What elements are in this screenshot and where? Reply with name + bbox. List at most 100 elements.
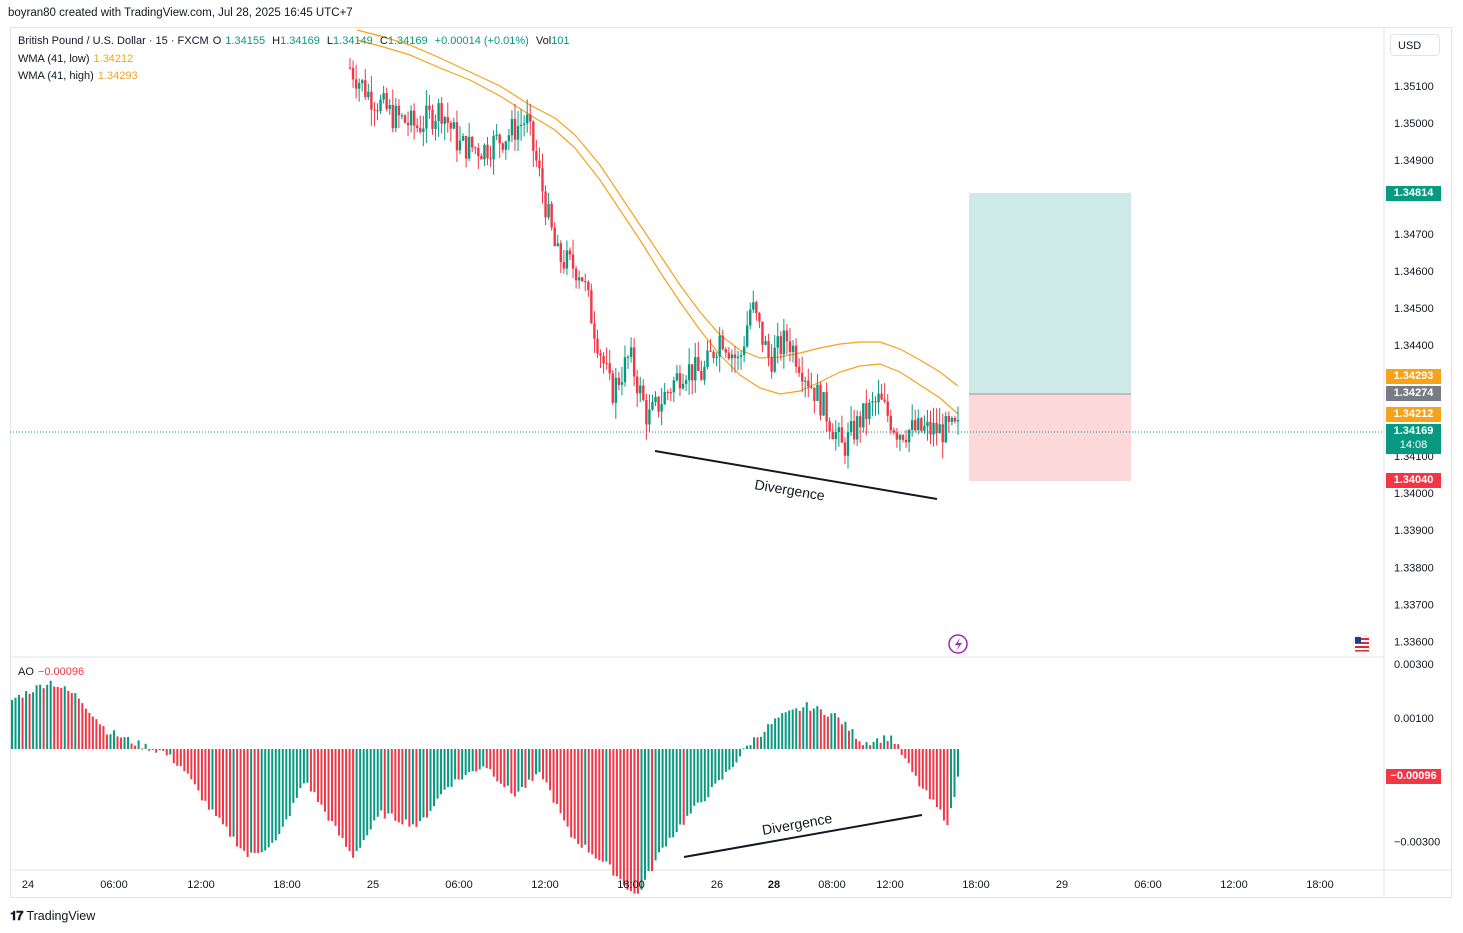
ao-bar xyxy=(295,749,298,799)
wma-low-legend[interactable]: WMA (41, low) 1.34212 xyxy=(18,53,134,65)
candle-body xyxy=(813,387,816,401)
target-zone xyxy=(969,193,1131,394)
candle-body xyxy=(571,254,575,269)
ao-bar xyxy=(879,742,882,749)
ao-bar xyxy=(134,745,137,749)
ao-bar xyxy=(658,749,661,853)
ao-bar xyxy=(25,691,28,749)
candle-body xyxy=(849,420,853,433)
candle-body xyxy=(504,141,508,150)
candle-body xyxy=(397,105,401,116)
candle-body xyxy=(944,415,947,443)
ao-bar xyxy=(345,749,348,847)
candle-body xyxy=(761,321,764,345)
candle-body xyxy=(550,203,553,228)
us-flag-event-icon[interactable] xyxy=(1352,634,1372,654)
ao-bar xyxy=(640,749,643,890)
ao-bar xyxy=(67,690,70,749)
ao-bar xyxy=(28,693,31,749)
ao-bar xyxy=(622,749,625,886)
ao-bar xyxy=(485,749,488,769)
time-tick-label: 12:00 xyxy=(187,879,215,891)
candle-body xyxy=(409,110,413,126)
ao-bar xyxy=(703,749,706,802)
ao-bar xyxy=(397,749,400,823)
candle-body xyxy=(559,243,563,263)
candle-body xyxy=(917,418,920,431)
candle-body xyxy=(721,335,724,350)
candle-body xyxy=(516,126,520,140)
price-tick-label: 1.33900 xyxy=(1394,525,1434,537)
candle-body xyxy=(678,373,682,389)
ao-bar xyxy=(844,721,847,749)
ao-bar xyxy=(373,749,376,821)
candle-body xyxy=(773,347,776,372)
ao-bar xyxy=(362,749,365,841)
ao-bar xyxy=(770,724,773,749)
ao-current-tag: −0.00096 xyxy=(1386,769,1441,784)
ao-bar xyxy=(260,749,263,853)
candle-body xyxy=(394,105,398,129)
candle-body xyxy=(446,117,449,123)
candle-body xyxy=(904,439,908,443)
candle-body xyxy=(782,330,786,355)
candle-body xyxy=(840,427,844,443)
symbol-title[interactable]: British Pound / U.S. Dollar · 15 · FXCM xyxy=(18,35,209,47)
ao-bar xyxy=(91,716,94,749)
ao-bar xyxy=(127,736,130,749)
ao-bar xyxy=(390,749,393,814)
ao-bar xyxy=(506,749,509,786)
ao-bar xyxy=(137,740,140,749)
high-value: 1.34169 xyxy=(280,35,320,47)
candle-body xyxy=(553,227,556,247)
ao-bar xyxy=(686,749,689,816)
price-tick-label: 1.34400 xyxy=(1394,340,1434,352)
ao-bar xyxy=(271,749,274,843)
candle-body xyxy=(914,420,917,431)
ao-bar xyxy=(320,749,323,805)
ao-bar xyxy=(42,688,45,749)
ao-bar xyxy=(327,749,330,821)
ao-bar xyxy=(570,749,573,838)
ao-bar xyxy=(644,749,647,880)
time-tick-label: 28 xyxy=(768,879,780,891)
ao-bar xyxy=(819,709,822,749)
currency-button[interactable]: USD xyxy=(1390,34,1440,56)
last-price-value: 1.34169 xyxy=(1393,425,1434,437)
price-tick-label: 1.34500 xyxy=(1394,303,1434,315)
candle-body xyxy=(602,355,605,364)
candle-body xyxy=(416,125,419,128)
ao-bar xyxy=(440,749,443,795)
ao-bar xyxy=(264,749,267,851)
wma-high-legend[interactable]: WMA (41, high) 1.34293 xyxy=(18,70,138,82)
ao-bar xyxy=(563,749,566,821)
tradingview-logo[interactable]: 𝟏𝟕 TradingView xyxy=(10,908,95,924)
ao-legend[interactable]: AO −0.00096 xyxy=(18,666,88,678)
price-tick-label: 1.33800 xyxy=(1394,562,1434,574)
ao-bar xyxy=(900,749,903,755)
candle-body xyxy=(651,401,654,410)
ao-bar xyxy=(549,749,552,791)
ao-bar xyxy=(904,749,907,759)
ao-bar xyxy=(464,749,467,776)
candle-body xyxy=(608,363,611,374)
time-tick-label: 18:00 xyxy=(273,879,301,891)
candle-body xyxy=(800,372,804,382)
change-value: +0.00014 (+0.01%) xyxy=(434,35,529,47)
ao-bar xyxy=(552,749,555,803)
candle-body xyxy=(810,386,813,388)
lightning-event-icon[interactable] xyxy=(948,634,968,654)
candle-body xyxy=(425,105,428,129)
candle-body xyxy=(739,355,743,357)
ao-bar xyxy=(682,749,685,825)
price-divergence-label: Divergence xyxy=(754,476,827,504)
price-divergence-line xyxy=(654,450,938,500)
main-legend[interactable]: British Pound / U.S. Dollar · 15 · FXCM O… xyxy=(18,35,570,47)
time-tick-label: 06:00 xyxy=(1134,879,1162,891)
ao-bar xyxy=(696,749,699,803)
candle-body xyxy=(657,396,660,412)
ao-bar xyxy=(281,749,284,827)
ao-bar xyxy=(355,749,358,852)
ao-bar xyxy=(77,698,80,749)
